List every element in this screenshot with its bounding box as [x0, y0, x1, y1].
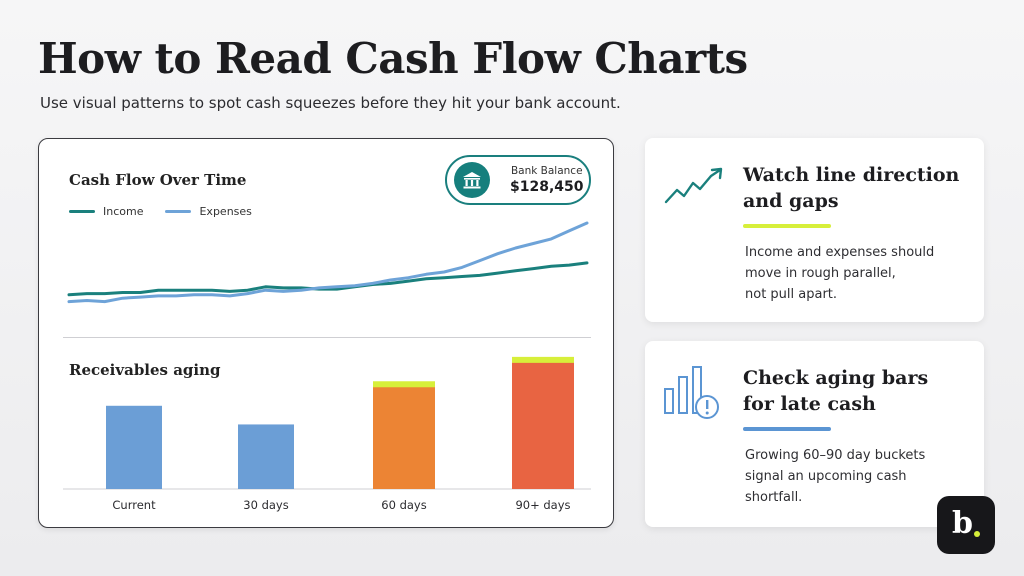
- card-heading-line: and gaps: [743, 190, 839, 212]
- tip-card-line-direction: Watch line direction and gaps Income and…: [645, 138, 984, 322]
- brand-logo: b: [937, 496, 995, 554]
- cash-flow-line-chart: [67, 221, 589, 304]
- bank-balance-badge: Bank Balance $128,450: [445, 155, 591, 205]
- card-body-line: shortfall.: [745, 490, 803, 505]
- bank-icon: [454, 162, 490, 198]
- card-body-line: move in rough parallel,: [745, 266, 896, 281]
- line-chart-legend: Income Expenses: [69, 205, 252, 218]
- series-line-income: [67, 261, 589, 297]
- card-body: Income and expenses should move in rough…: [745, 242, 934, 305]
- trend-up-icon: [663, 166, 725, 210]
- card-heading-line: Watch line direction: [743, 164, 960, 186]
- card-body-line: Growing 60–90 day buckets: [745, 448, 926, 463]
- page-title: How to Read Cash Flow Charts: [38, 34, 748, 83]
- legend-expenses: Expenses: [165, 205, 252, 218]
- line-chart-title: Cash Flow Over Time: [69, 171, 247, 189]
- chart-divider: [63, 337, 591, 338]
- card-body: Growing 60–90 day buckets signal an upco…: [745, 445, 925, 508]
- bar-highlight-cap: [373, 381, 435, 388]
- bank-balance-value: $128,450: [510, 179, 584, 195]
- bar-category-label: Current: [112, 498, 156, 512]
- legend-expenses-label: Expenses: [199, 205, 252, 218]
- tip-card-aging-bars: Check aging bars for late cash Growing 6…: [645, 341, 984, 527]
- bar-chart-title: Receivables aging: [69, 361, 221, 379]
- bar-category-label: 90+ days: [515, 498, 570, 512]
- card-body-line: Income and expenses should: [745, 245, 935, 260]
- logo-dot: [973, 531, 980, 537]
- logo-letter: b: [952, 505, 973, 541]
- legend-income: Income: [69, 205, 143, 218]
- bar-highlight-cap: [512, 356, 574, 363]
- bank-balance-label: Bank Balance: [510, 165, 583, 177]
- card-heading-line: for late cash: [743, 393, 876, 415]
- card-accent-underline: [743, 224, 831, 228]
- legend-expenses-swatch: [165, 210, 192, 213]
- card-accent-underline: [743, 427, 831, 431]
- card-heading: Check aging bars for late cash: [743, 365, 928, 417]
- legend-income-swatch: [69, 210, 95, 213]
- legend-income-label: Income: [103, 205, 144, 218]
- card-heading-line: Check aging bars: [743, 367, 929, 389]
- bar-60-days: [373, 384, 435, 489]
- receivables-bar-chart: Current 30 days 60 days 90+ days: [63, 356, 591, 512]
- bar-category-label: 60 days: [381, 498, 426, 512]
- bar-alert-icon: [663, 363, 727, 429]
- bar-30-days: [238, 424, 294, 489]
- card-body-line: signal an upcoming cash: [745, 469, 907, 484]
- bar-category-label: 30 days: [243, 498, 288, 512]
- bar-90-days: [512, 359, 574, 489]
- cash-flow-card: Cash Flow Over Time Income Expenses Bank…: [38, 138, 614, 528]
- card-body-line: not pull apart.: [745, 287, 838, 302]
- bar-current: [106, 405, 162, 489]
- page-subtitle: Use visual patterns to spot cash squeeze…: [40, 94, 621, 112]
- series-line-expenses: [67, 221, 589, 304]
- card-heading: Watch line direction and gaps: [743, 162, 959, 214]
